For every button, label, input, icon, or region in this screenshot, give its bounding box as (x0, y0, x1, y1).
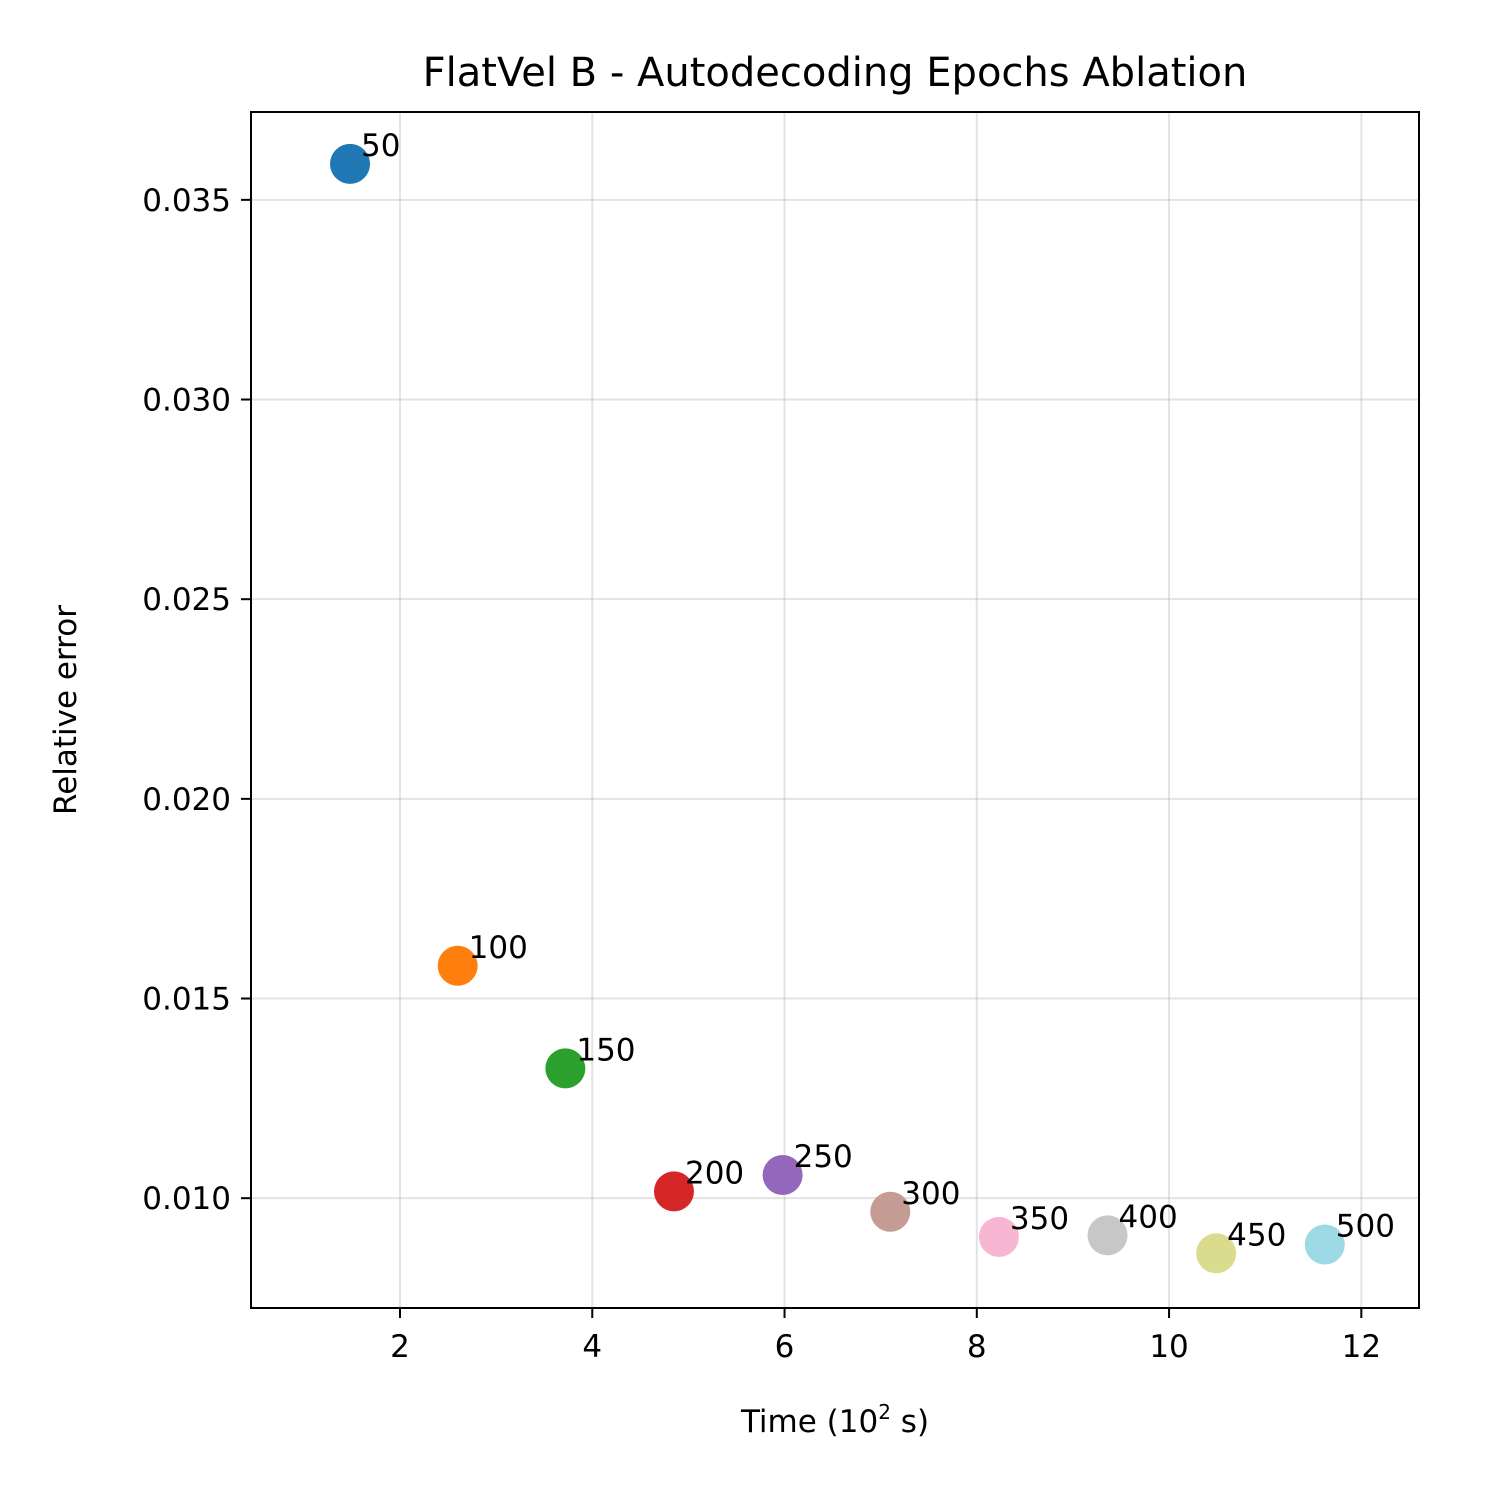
data-point (870, 1191, 911, 1232)
point-label: 450 (1227, 1217, 1286, 1253)
x-tick-label: 2 (390, 1329, 410, 1365)
data-point (1304, 1224, 1345, 1265)
chart-title: FlatVel B - Autodecoding Epochs Ablation (423, 50, 1248, 96)
x-axis-label: Time (102 s) (740, 1400, 929, 1440)
data-point (762, 1155, 803, 1196)
point-label: 150 (576, 1032, 635, 1068)
y-axis-label: Relative error (48, 605, 84, 815)
y-tick-label: 0.010 (142, 1181, 231, 1217)
y-tick-label: 0.020 (142, 782, 231, 818)
data-point (978, 1216, 1019, 1257)
data-point (1087, 1215, 1128, 1256)
tick-layer: 2 4 6 8 10 12 0.010 0.015 0.020 0.025 0.030 0.035 (142, 183, 1381, 1365)
x-axis-label-main: Time (10 (740, 1404, 878, 1440)
data-point (330, 143, 371, 184)
point-label: 350 (1010, 1201, 1069, 1237)
data-point (545, 1048, 586, 1089)
y-tick-label: 0.025 (142, 582, 231, 618)
x-tick-label: 10 (1149, 1329, 1188, 1365)
y-tick-label: 0.035 (142, 183, 231, 219)
point-layer: 50 100 150 200 250 300 350 400 450 500 (330, 128, 1395, 1274)
y-tick-label: 0.030 (142, 383, 231, 419)
x-axis-label-superscript: 2 (878, 1400, 891, 1424)
x-tick-label: 6 (775, 1329, 795, 1365)
point-label: 50 (361, 128, 400, 164)
plot-frame (250, 111, 1420, 1309)
x-axis-label-suffix: s) (891, 1404, 929, 1440)
x-tick-label: 8 (967, 1329, 987, 1365)
point-label: 500 (1336, 1209, 1395, 1245)
data-point (437, 945, 478, 986)
y-tick-label: 0.015 (142, 982, 231, 1018)
point-label: 250 (794, 1139, 853, 1175)
data-point (1196, 1233, 1237, 1274)
x-tick-label: 4 (582, 1329, 602, 1365)
grid-layer (251, 112, 1419, 1308)
point-label: 200 (685, 1155, 744, 1191)
point-label: 300 (901, 1176, 960, 1212)
point-label: 400 (1119, 1199, 1178, 1235)
data-point (653, 1171, 694, 1212)
x-tick-label: 12 (1342, 1329, 1381, 1365)
point-label: 100 (469, 930, 528, 966)
